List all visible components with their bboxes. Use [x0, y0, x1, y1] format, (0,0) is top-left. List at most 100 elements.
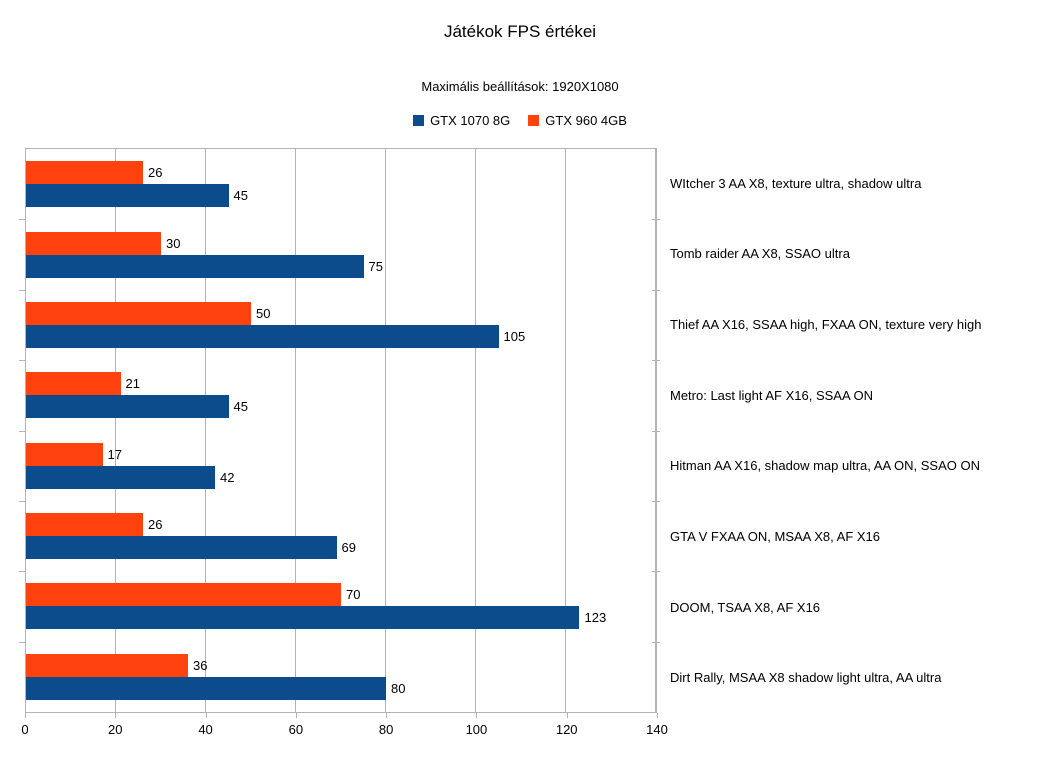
category-row: 17 42: [26, 431, 656, 501]
x-axis-tick-label: 20: [108, 722, 123, 737]
chart-subtitle: Maximális beállítások: 1920X1080: [421, 79, 619, 94]
category-boundary-tick: [19, 360, 26, 362]
category-label: Hitman AA X16, shadow map ultra, AA ON, …: [670, 458, 980, 474]
x-axis-tick-label: 40: [198, 722, 213, 737]
category-boundary-tick: [19, 500, 26, 502]
bar-gtx-960: [26, 442, 103, 466]
category-row: 36 80: [26, 642, 656, 712]
bar-line: 30: [26, 231, 656, 255]
x-axis-tick: [386, 713, 388, 718]
bar-gtx-1070: [26, 184, 229, 208]
x-axis-tick-label: 140: [646, 722, 668, 737]
plot-area: 26 45 30 75 50 105 21 45 17 42 26 69 70 123 36 80: [19, 148, 660, 713]
bar-line: 70: [26, 583, 656, 607]
legend-item-gtx-1070-8g: GTX 1070 8G: [413, 113, 510, 128]
bar-value-label: 26: [148, 517, 163, 533]
bar-gtx-1070: [26, 676, 386, 700]
category-boundary-tick: [19, 289, 26, 291]
bar-value-label: 42: [220, 469, 235, 485]
category-label: Thief AA X16, SSAA high, FXAA ON, textur…: [670, 317, 982, 333]
x-axis-tick: [476, 713, 478, 718]
bar-line: 17: [26, 442, 656, 466]
legend: GTX 1070 8G GTX 960 4GB: [190, 113, 850, 128]
bar-value-label: 105: [503, 328, 526, 344]
x-axis-tick-label: 60: [288, 722, 304, 737]
bar-line: 123: [26, 606, 656, 630]
category-boundary-tick: [19, 219, 26, 221]
bar-gtx-960: [26, 372, 121, 396]
x-axis-tick-label: 120: [555, 722, 578, 737]
bar-value-label: 50: [256, 305, 271, 321]
category-boundary-tick: [652, 289, 660, 291]
category-boundary-tick: [19, 641, 26, 643]
bar-line: 45: [26, 184, 656, 208]
category-boundary-tick: [652, 500, 660, 502]
category-boundary-tick: [652, 360, 660, 362]
gridline: [475, 149, 476, 712]
bar-gtx-1070: [26, 254, 364, 278]
category-boundary-tick: [652, 641, 660, 643]
legend-label-gtx-1070: GTX 1070 8G: [430, 113, 511, 128]
category-row: 30 75: [26, 219, 656, 289]
category-row: 50 105: [26, 290, 656, 360]
bar-line: 45: [26, 395, 656, 419]
bar-gtx-960: [26, 161, 143, 185]
category-label: GTA V FXAA ON, MSAA X8, AF X16: [670, 528, 881, 544]
category-label: Tomb raider AA X8, SSAO ultra: [670, 246, 850, 262]
category-labels: WItcher 3 AA X8, texture ultra, shadow u…: [670, 148, 1040, 713]
x-axis: 0 20 40 60 80 100 120 140: [21, 713, 668, 743]
bar-value-label: 45: [233, 399, 248, 415]
bar-line: 21: [26, 372, 656, 396]
category-row: 21 45: [26, 360, 656, 430]
bar-gtx-1070: [26, 324, 499, 348]
bar-line: 26: [26, 513, 656, 537]
category-boundary-tick: [652, 430, 660, 432]
bar-line: 75: [26, 254, 656, 278]
bar-line: 26: [26, 161, 656, 185]
bar-line: 80: [26, 676, 656, 700]
legend-item-gtx-960-4gb: GTX 960 4GB: [528, 113, 627, 128]
x-axis-tick: [205, 713, 207, 718]
category-row: 26 69: [26, 501, 656, 571]
category-boundary-tick: [652, 219, 660, 221]
bar-gtx-960: [26, 231, 161, 255]
gridline: [204, 149, 206, 712]
bar-value-label: 69: [341, 540, 356, 556]
bar-gtx-1070: [26, 536, 337, 560]
bar-line: 42: [26, 465, 656, 489]
bar-line: 69: [26, 536, 656, 560]
gridline: [114, 149, 116, 712]
category-label: Dirt Rally, MSAA X8 shadow light ultra, …: [670, 670, 942, 686]
legend-label-gtx-960: GTX 960 4GB: [545, 113, 627, 128]
gridline: [295, 149, 296, 712]
x-axis-tick: [566, 713, 568, 718]
category-label: WItcher 3 AA X8, texture ultra, shadow u…: [670, 175, 922, 191]
category-label: DOOM, TSAA X8, AF X16: [670, 599, 821, 615]
category-boundary-tick: [19, 430, 26, 432]
category-row: 26 45: [26, 149, 656, 219]
bar-value-label: 70: [346, 587, 361, 603]
bar-gtx-1070: [26, 606, 580, 630]
bar-value-label: 75: [368, 258, 383, 274]
gridline: [384, 149, 386, 712]
bar-line: 50: [26, 301, 656, 325]
bar-value-label: 30: [166, 235, 181, 251]
x-axis-tick-label: 80: [378, 722, 394, 737]
bar-gtx-960: [26, 513, 143, 537]
bar-gtx-1070: [26, 465, 215, 489]
x-axis-tick-label: 100: [465, 722, 488, 737]
category-boundary-tick: [652, 571, 660, 573]
category-label: Metro: Last light AF X16, SSAA ON: [670, 387, 874, 403]
bar-value-label: 21: [125, 376, 140, 392]
category-row: 70 123: [26, 571, 656, 641]
x-axis-tick: [657, 713, 658, 718]
bar-value-label: 123: [584, 610, 607, 626]
bar-gtx-960: [26, 301, 251, 325]
x-axis-tick: [25, 713, 26, 718]
category-boundary-tick: [19, 571, 26, 573]
bar-value-label: 45: [233, 188, 248, 204]
bar-line: 105: [26, 324, 656, 348]
bar-rows: 26 45 30 75 50 105 21 45 17 42 26 69 70 123 36 80: [26, 149, 656, 712]
bar-value-label: 80: [391, 680, 406, 696]
bar-gtx-1070: [26, 395, 229, 419]
